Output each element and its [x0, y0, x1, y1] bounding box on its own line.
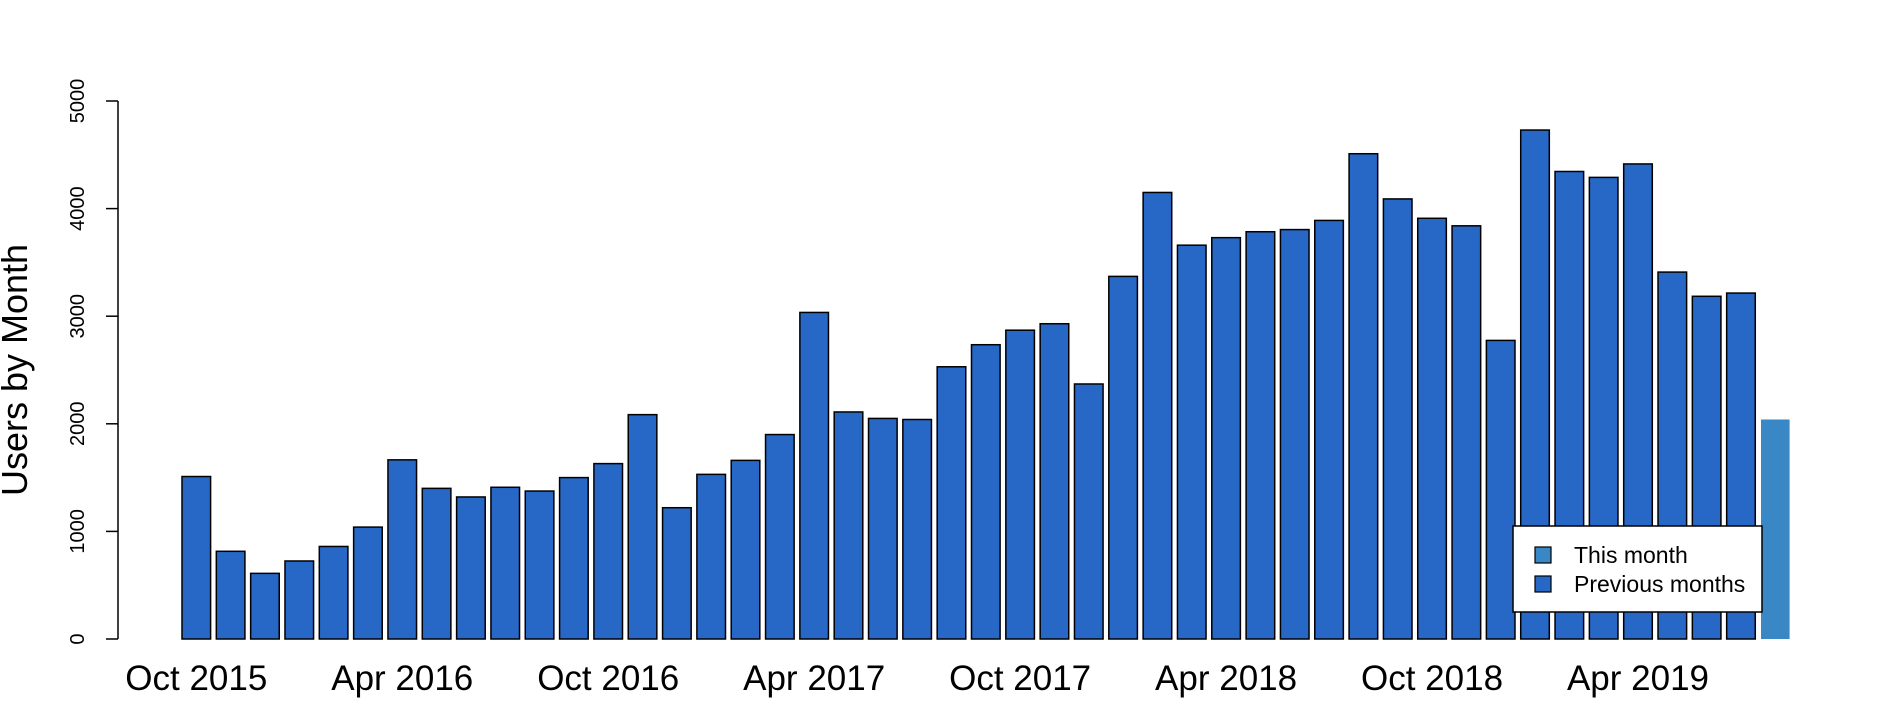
bar-previous-month — [833, 411, 864, 640]
y-axis-label: Users by Month — [0, 244, 35, 496]
bar-previous-month — [1245, 230, 1276, 640]
bar-previous-month — [593, 462, 624, 640]
y-tick-label: 3000 — [67, 294, 89, 339]
bar-previous-month — [558, 476, 589, 640]
bar-previous-month — [936, 366, 967, 640]
bar-previous-month — [1485, 339, 1516, 640]
y-tick-label: 2000 — [67, 402, 89, 447]
legend-box — [1512, 525, 1763, 613]
bar-previous-month — [1073, 383, 1104, 640]
bar-previous-month — [1108, 275, 1139, 640]
bar-previous-month — [490, 486, 521, 640]
y-tick-label: 4000 — [67, 186, 89, 231]
bar-previous-month — [1348, 152, 1379, 640]
y-tick-label: 5000 — [67, 79, 89, 124]
bar-previous-month — [661, 506, 692, 640]
y-tick-label: 1000 — [67, 509, 89, 554]
bar-previous-month — [387, 459, 418, 640]
bar-this-month — [1760, 419, 1790, 639]
bar-previous-month — [318, 545, 349, 640]
x-tick-label: Oct 2017 — [949, 659, 1091, 698]
x-tick-label: Oct 2015 — [125, 659, 267, 698]
legend-label: Previous months — [1574, 571, 1745, 597]
bar-previous-month — [902, 418, 933, 640]
x-tick-label: Apr 2017 — [743, 659, 885, 698]
bar-previous-month — [249, 572, 281, 640]
bar-previous-month — [421, 487, 452, 640]
y-axis: 0 1000 2000 3000 4000 5000 — [67, 79, 119, 645]
bar-previous-month — [627, 413, 658, 640]
x-tick-label: Oct 2018 — [1361, 659, 1503, 698]
x-tick-label: Apr 2019 — [1567, 659, 1709, 698]
bar-previous-month — [1039, 322, 1070, 640]
bar-previous-month — [1142, 191, 1173, 640]
bar-previous-month — [455, 496, 486, 640]
legend: This month Previous months — [1512, 525, 1763, 613]
bar-previous-month — [1176, 244, 1207, 640]
y-tick-label: 0 — [67, 633, 89, 644]
bar-previous-month — [284, 560, 315, 640]
bar-previous-month — [1314, 219, 1345, 640]
bar-previous-month — [524, 490, 555, 640]
bar-previous-month — [730, 459, 761, 640]
bar-previous-month — [215, 550, 246, 640]
x-tick-label: Oct 2016 — [537, 659, 679, 698]
bar-previous-month — [696, 473, 727, 640]
legend-swatch — [1534, 546, 1552, 564]
x-tick-label: Apr 2016 — [331, 659, 473, 698]
legend-swatch — [1534, 575, 1552, 593]
bar-previous-month — [181, 475, 212, 640]
bar-previous-month — [1382, 198, 1413, 640]
bar-previous-month — [764, 433, 795, 640]
bar-previous-month — [970, 343, 1001, 640]
x-tick-label: Apr 2018 — [1155, 659, 1297, 698]
bar-previous-month — [1416, 217, 1448, 640]
bar-previous-month — [799, 311, 830, 640]
bar-previous-month — [1005, 329, 1036, 640]
bar-previous-month — [352, 526, 383, 640]
legend-label: This month — [1574, 542, 1688, 568]
x-axis-tick-labels: Oct 2015 Apr 2016 Oct 2016 Apr 2017 Oct 2017… — [125, 659, 1709, 698]
bar-previous-month — [867, 417, 898, 640]
bar-previous-month — [1451, 225, 1482, 640]
bar-previous-month — [1279, 228, 1310, 640]
bar-previous-month — [1211, 236, 1242, 640]
